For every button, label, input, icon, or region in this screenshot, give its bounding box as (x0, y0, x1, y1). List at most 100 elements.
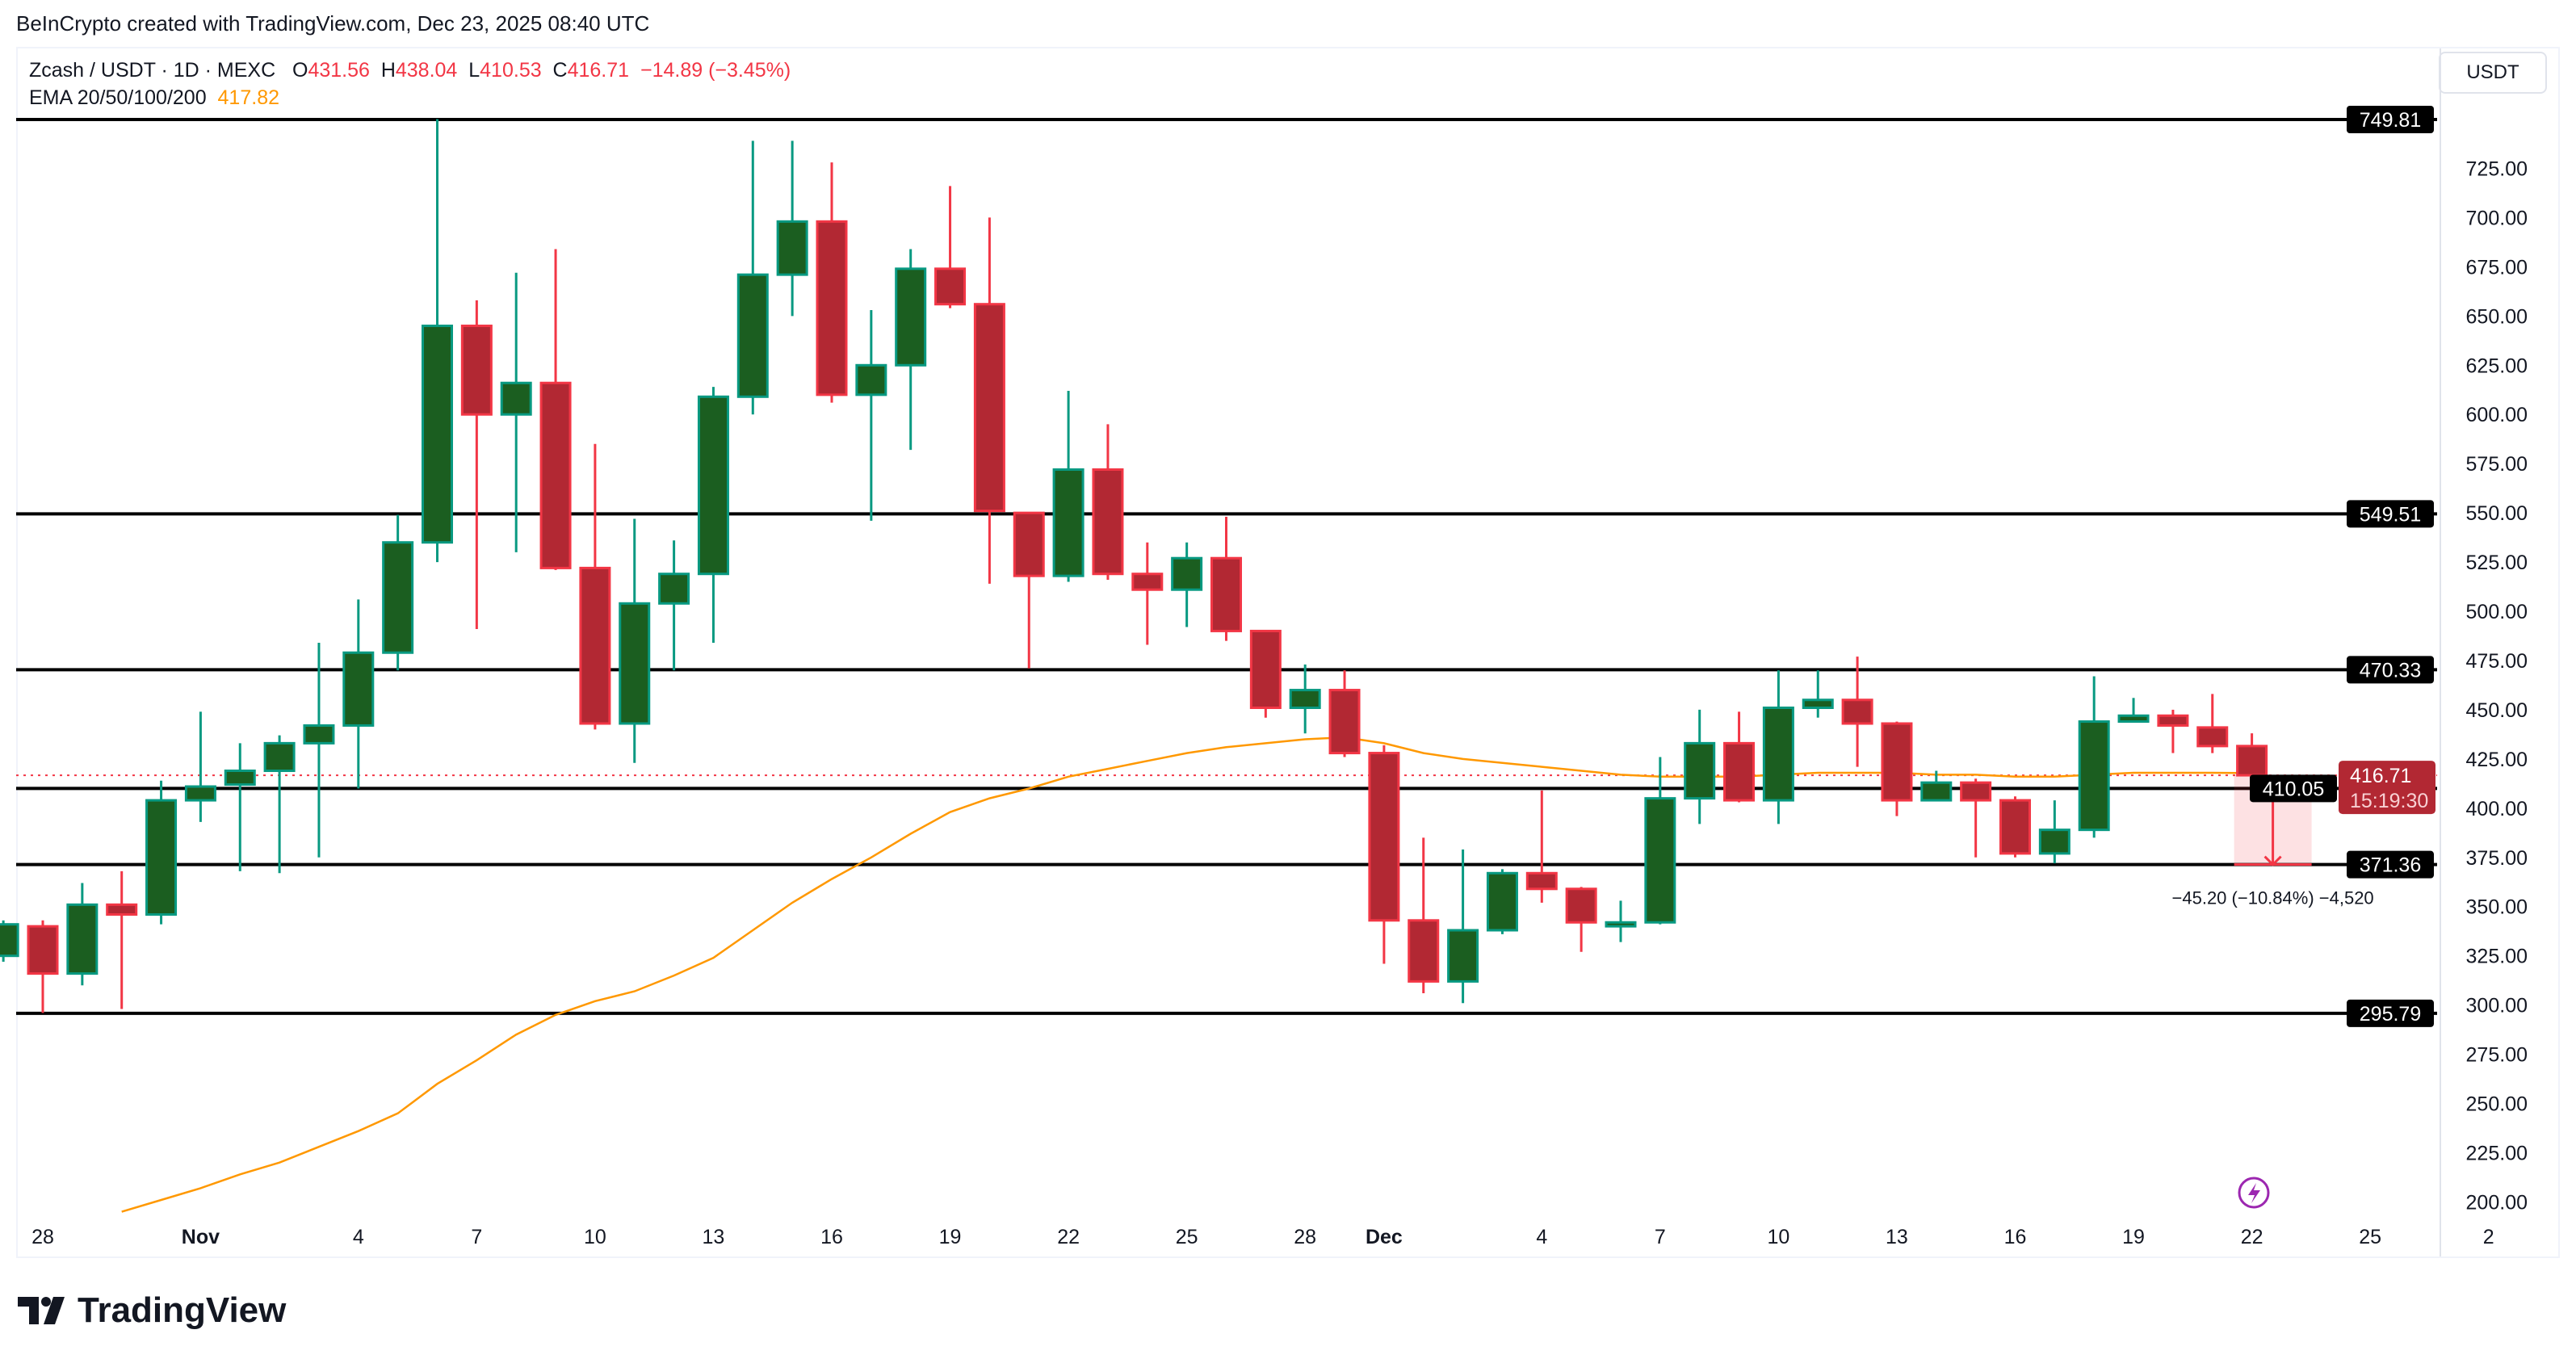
candle-body (1960, 781, 1992, 802)
current-price-label: 416.71 (2350, 765, 2411, 787)
x-tick-label: 13 (703, 1226, 725, 1248)
level-price-tag (2250, 774, 2337, 803)
bar-countdown: 15:19:30 (2350, 790, 2428, 812)
candle-body (1013, 511, 1045, 577)
y-tick-label: 550.00 (2466, 502, 2528, 525)
candle-body (1289, 689, 1321, 709)
candle-body (619, 602, 651, 725)
ema-line (121, 736, 2252, 1213)
candle-body (1525, 871, 1558, 891)
candle-body (1210, 556, 1242, 632)
ema-label[interactable]: EMA 20/50/100/200 (29, 86, 207, 109)
level-price-tag (2347, 500, 2434, 528)
change-value: −14.89 (−3.45%) (640, 59, 791, 82)
candle-body (422, 325, 453, 544)
close-label: C (552, 59, 568, 82)
candle-body (1131, 573, 1164, 591)
lightning-icon-bolt (2248, 1183, 2260, 1203)
y-tick-label: 725.00 (2466, 157, 2528, 180)
symbol-title[interactable]: Zcash / USDT · 1D · MEXC (29, 59, 276, 82)
x-tick-label: 10 (584, 1226, 606, 1248)
x-tick-label: 19 (2122, 1226, 2145, 1248)
level-price-label: 371.36 (2360, 854, 2421, 877)
candle-body (658, 573, 690, 605)
candle-body (106, 903, 138, 916)
y-tick-label: 225.00 (2466, 1142, 2528, 1164)
chart-legend: Zcash / USDT · 1D · MEXC O431.56 H438.04… (29, 57, 791, 111)
y-tick-label: 400.00 (2466, 798, 2528, 820)
candle-body (1171, 556, 1203, 591)
x-tick-label: 19 (939, 1226, 962, 1248)
candle-body (303, 724, 335, 745)
candle-body (816, 220, 848, 396)
y-tick-label: 500.00 (2466, 601, 2528, 623)
low-value: 410.53 (480, 59, 542, 82)
chart-credit: BeInCrypto created with TradingView.com,… (16, 11, 650, 36)
y-tick-label: 700.00 (2466, 207, 2528, 229)
y-tick-label: 650.00 (2466, 305, 2528, 328)
candle-body (1368, 752, 1400, 922)
candle-body (1092, 468, 1124, 576)
x-tick-label: 13 (1886, 1226, 1908, 1248)
y-tick-label: 200.00 (2466, 1191, 2528, 1214)
candle-body (1841, 698, 1873, 725)
candle-body (2038, 829, 2070, 855)
x-tick-label: 4 (1536, 1226, 1547, 1248)
y-tick-label: 675.00 (2466, 256, 2528, 279)
candle-body (2157, 714, 2189, 727)
candle-body (2196, 726, 2229, 748)
y-tick-label: 525.00 (2466, 552, 2528, 574)
y-tick-label: 250.00 (2466, 1093, 2528, 1116)
y-tick-label: 575.00 (2466, 453, 2528, 476)
candle-body (1999, 799, 2031, 855)
x-tick-label: 22 (2241, 1226, 2263, 1248)
candle-body (1447, 929, 1479, 983)
candle-body (776, 220, 808, 276)
candle-body (1408, 919, 1440, 983)
candle-body (895, 267, 927, 367)
lightning-icon[interactable] (2238, 1177, 2270, 1209)
candle-body (184, 785, 216, 802)
candle-body (1249, 629, 1282, 709)
y-tick-label: 625.00 (2466, 354, 2528, 377)
level-price-tag (2347, 850, 2434, 879)
tradingview-logo-icon (18, 1297, 65, 1324)
candle-body (1881, 722, 1913, 802)
x-tick-label: 4 (353, 1226, 364, 1248)
candle-body (1605, 921, 1637, 928)
arrow-head-icon (2263, 855, 2282, 866)
candle-body (145, 799, 178, 916)
candle-body (973, 303, 1005, 513)
x-tick-label: 16 (2004, 1226, 2027, 1248)
close-value: 416.71 (567, 59, 630, 82)
x-tick-label: 22 (1057, 1226, 1080, 1248)
currency-button[interactable]: USDT (2439, 52, 2547, 94)
candle-body (382, 541, 414, 654)
candle-body (224, 770, 256, 787)
x-tick-label: 7 (471, 1226, 482, 1248)
current-price-tag (2339, 761, 2435, 815)
candle-body (855, 363, 887, 396)
y-tick-label: 350.00 (2466, 896, 2528, 919)
open-label: O (292, 59, 308, 82)
candle-body (1802, 698, 1834, 709)
candle-body (579, 566, 611, 725)
measure-label: −45.20 (−10.84%) −4,520 (2172, 888, 2374, 908)
x-tick-label: 28 (1294, 1226, 1316, 1248)
candle-body (263, 741, 296, 773)
brand-name: TradingView (78, 1290, 287, 1330)
level-price-label: 470.33 (2360, 659, 2421, 682)
level-price-label: 295.79 (2360, 1003, 2421, 1026)
x-tick-label: Dec (1366, 1226, 1403, 1248)
x-tick-label: 25 (1176, 1226, 1198, 1248)
candle-body (697, 395, 729, 576)
y-tick-label: 325.00 (2466, 946, 2528, 968)
x-tick-label: 2 (2483, 1226, 2494, 1248)
candle-body (0, 923, 19, 958)
candle-body (2236, 745, 2268, 777)
candle-body (1684, 741, 1716, 800)
level-price-tag (2347, 106, 2434, 133)
candle-body (342, 651, 375, 727)
high-label: H (380, 59, 396, 82)
